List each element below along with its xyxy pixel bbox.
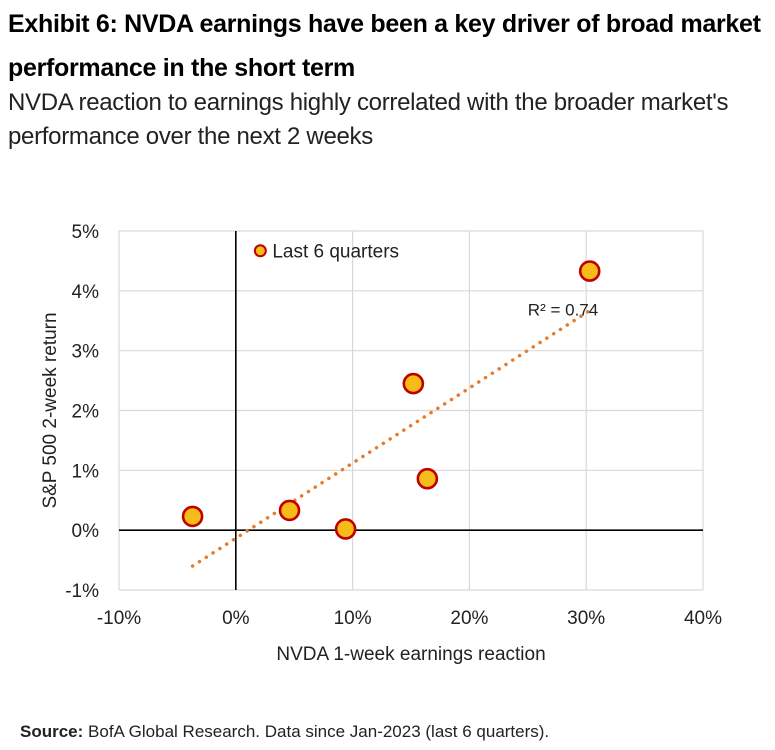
legend: Last 6 quarters bbox=[253, 242, 399, 263]
source-text: BofA Global Research. Data since Jan-202… bbox=[88, 722, 550, 741]
x-tick-label: 20% bbox=[450, 608, 488, 629]
chart-subtitle: NVDA reaction to earnings highly correla… bbox=[8, 89, 729, 150]
data-point bbox=[402, 372, 425, 395]
y-tick-label: 2% bbox=[72, 402, 100, 423]
x-tick-label: 0% bbox=[222, 608, 250, 629]
gridlines bbox=[118, 230, 704, 591]
legend-marker bbox=[253, 244, 267, 258]
y-axis-title: S&P 500 2-week return bbox=[40, 312, 61, 508]
data-point bbox=[416, 467, 439, 490]
y-tick-label: -1% bbox=[65, 581, 99, 602]
y-tick-label: 4% bbox=[72, 282, 100, 303]
y-tick-label: 0% bbox=[72, 521, 100, 542]
tick-labels: -10% 0% 10% 20% 30% 40% -1% 0% 1% 2% 3% 4% 5% bbox=[65, 222, 722, 629]
chart-title: Exhibit 6: NVDA earnings have been a key… bbox=[8, 10, 761, 82]
data-point bbox=[181, 505, 204, 528]
y-tick-label: 3% bbox=[72, 342, 100, 363]
x-axis-title: NVDA 1-week earnings reaction bbox=[276, 644, 545, 665]
x-tick-label: 10% bbox=[334, 608, 372, 629]
data-points bbox=[181, 260, 601, 540]
y-tick-label: 1% bbox=[72, 461, 100, 482]
trendline bbox=[190, 308, 592, 568]
x-tick-label: 30% bbox=[567, 608, 605, 629]
scatter-chart: -10% 0% 10% 20% 30% 40% -1% 0% 1% 2% 3% 4% 5% Last 6… bbox=[40, 222, 722, 665]
data-point bbox=[334, 518, 357, 540]
legend-label: Last 6 quarters bbox=[272, 242, 399, 263]
source-note: Source: BofA Global Research. Data since… bbox=[20, 722, 549, 742]
data-point bbox=[578, 260, 601, 282]
axes bbox=[119, 231, 703, 590]
y-tick-label: 5% bbox=[72, 222, 100, 243]
x-tick-label: 40% bbox=[684, 608, 722, 629]
trendline-group bbox=[190, 308, 592, 568]
source-label: Source: bbox=[20, 722, 84, 741]
x-tick-label: -10% bbox=[97, 608, 141, 629]
r-squared-label: R² = 0.74 bbox=[528, 301, 598, 320]
data-point bbox=[278, 499, 301, 522]
